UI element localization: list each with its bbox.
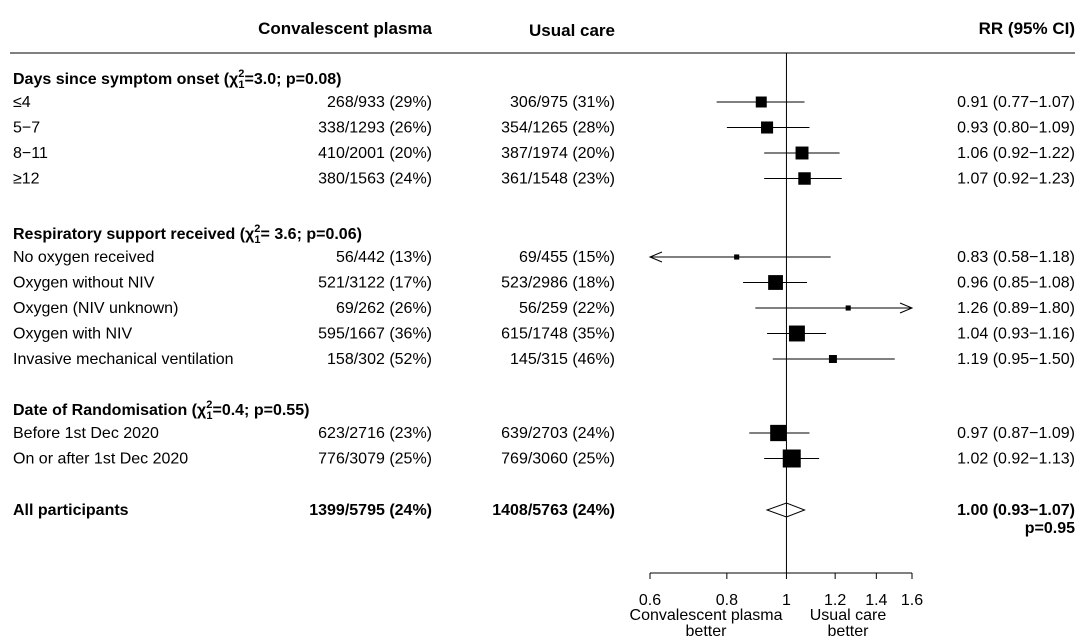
section-heading: Date of Randomisation (χ2 1=0.4; p=0.55) [13,399,309,422]
favours-left-label: Convalescent plasma [630,607,783,624]
x-tick-label: 1 [782,592,791,609]
estimate-box [795,146,809,160]
estimate-box [755,96,767,108]
row-plasma-count: 338/1293 (26%) [318,120,432,137]
row-rr-text: 1.04 (0.93−1.16) [957,326,1075,343]
row-rr-text: 0.83 (0.58−1.18) [957,249,1075,266]
row-plasma-count: 623/2716 (23%) [318,425,432,442]
row-plasma-count: 776/3079 (25%) [318,451,432,468]
x-tick-label: 1.6 [901,592,923,609]
row-plasma-count: 69/262 (26%) [336,300,432,317]
ci-arrow-right [899,302,914,314]
estimate-box [768,275,783,290]
section-heading: Days since symptom onset (χ2 1=3.0; p=0.0… [13,68,341,91]
row-plasma-count: 380/1563 (24%) [318,171,432,188]
row-rr-text: 1.26 (0.89−1.80) [957,300,1075,317]
row-label: Oxygen with NIV [13,326,132,343]
row-label: ≥12 [13,171,40,188]
row-label: ≤4 [13,94,31,111]
row-rr-text: 1.19 (0.95−1.50) [957,351,1075,368]
row-label: Oxygen without NIV [13,275,155,292]
row-plasma-count: 521/3122 (17%) [318,275,432,292]
row-rr-text: 0.97 (0.87−1.09) [957,425,1075,442]
row-usual-count: 56/259 (22%) [519,300,615,317]
row-plasma-count: 410/2001 (20%) [318,145,432,162]
x-tick-label: 0.8 [716,592,738,609]
overall-diamond [765,502,806,518]
row-label: No oxygen received [13,249,154,266]
header-rr-ci: RR (95% CI) [979,19,1075,38]
row-usual-count: 615/1748 (35%) [501,326,615,343]
overall-label: All participants [13,502,129,519]
row-rr-text: 0.96 (0.85−1.08) [957,275,1075,292]
overall-rr-text: 1.00 (0.93−1.07) [957,502,1075,519]
row-usual-count: 69/455 (15%) [519,249,615,266]
estimate-box [761,121,774,134]
estimate-box [828,355,837,363]
row-label: On or after 1st Dec 2020 [13,451,188,468]
ci-arrow-left [648,251,663,263]
row-usual-count: 354/1265 (28%) [501,120,615,137]
estimate-box [770,424,787,442]
x-tick-label: 1.2 [824,592,846,609]
favours-right-label: better [828,623,870,640]
row-usual-count: 769/3060 (25%) [501,451,615,468]
row-label: Oxygen (NIV unknown) [13,300,178,317]
row-rr-text: 1.02 (0.92−1.13) [957,451,1075,468]
row-usual-count: 639/2703 (24%) [501,425,615,442]
row-plasma-count: 268/933 (29%) [327,94,432,111]
estimate-box [788,325,805,342]
header-convalescent-plasma: Convalescent plasma [258,19,432,38]
favours-left-label: better [686,623,728,640]
row-label: Before 1st Dec 2020 [13,425,159,442]
row-label: 5−7 [13,120,40,137]
row-rr-text: 0.93 (0.80−1.09) [957,120,1075,137]
row-rr-text: 1.07 (0.92−1.23) [957,171,1075,188]
estimate-box [734,254,740,260]
row-usual-count: 361/1548 (23%) [501,171,615,188]
overall-p-value: p=0.95 [1025,520,1075,537]
row-label: 8−11 [13,145,48,162]
overall-plasma-count: 1399/5795 (24%) [309,502,432,519]
estimate-box [782,449,801,468]
row-usual-count: 306/975 (31%) [510,94,615,111]
row-plasma-count: 56/442 (13%) [336,249,432,266]
estimate-box [798,172,811,185]
row-usual-count: 145/315 (46%) [510,351,615,368]
row-plasma-count: 595/1667 (36%) [318,326,432,343]
row-usual-count: 523/2986 (18%) [501,275,615,292]
row-rr-text: 1.06 (0.92−1.22) [957,145,1075,162]
favours-right-label: Usual care [810,607,887,624]
estimate-box [845,305,851,311]
x-tick-label: 0.6 [639,592,661,609]
overall-usual-count: 1408/5763 (24%) [492,502,615,519]
row-usual-count: 387/1974 (20%) [501,145,615,162]
header-usual-care: Usual care [529,21,615,40]
section-heading: Respiratory support received (χ2 1= 3.6; … [13,223,362,246]
row-rr-text: 0.91 (0.77−1.07) [957,94,1075,111]
x-tick-label: 1.4 [865,592,887,609]
row-plasma-count: 158/302 (52%) [327,351,432,368]
row-label: Invasive mechanical ventilation [13,351,234,368]
